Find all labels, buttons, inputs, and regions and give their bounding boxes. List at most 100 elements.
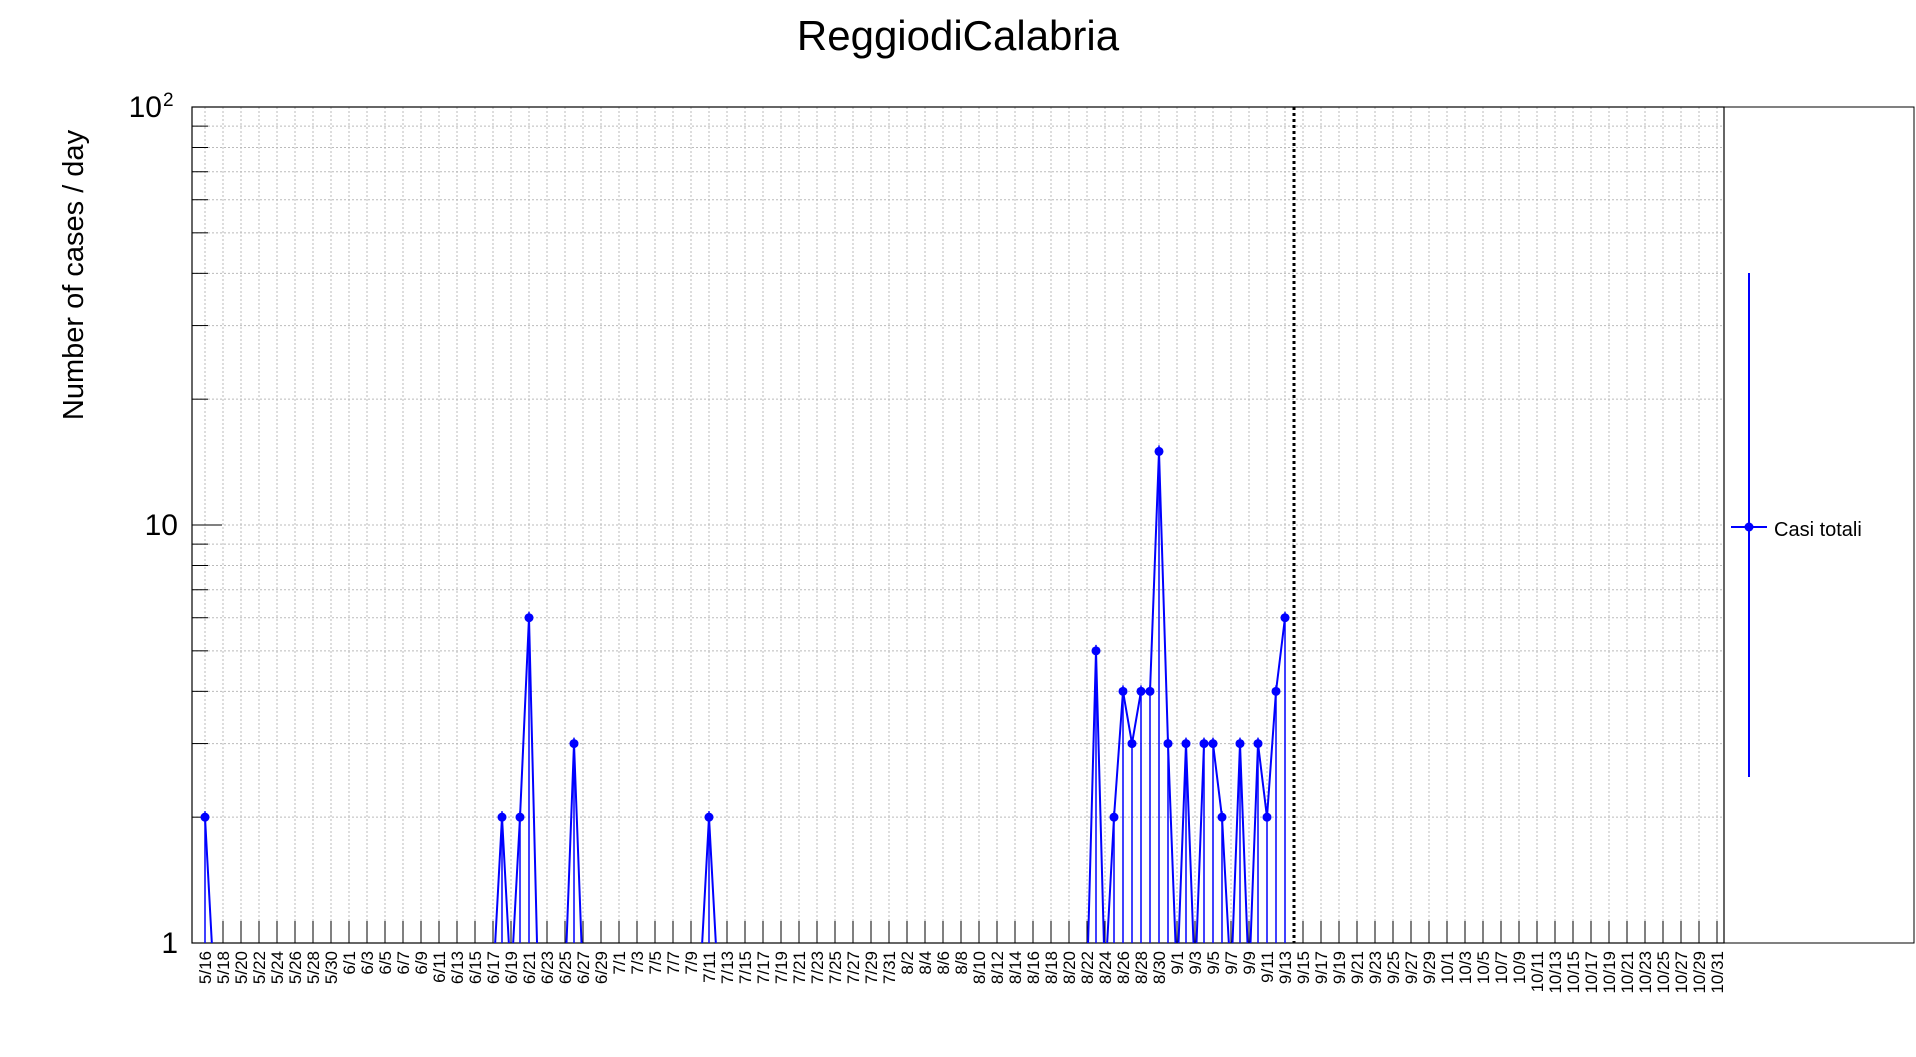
x-tick-label: 5/18 — [214, 951, 233, 984]
data-point — [1109, 812, 1119, 822]
x-tick-label: 7/31 — [880, 951, 899, 984]
x-tick-label: 9/9 — [1240, 951, 1259, 975]
data-point — [1208, 739, 1218, 749]
data-point — [200, 812, 210, 822]
x-tick-label: 10/27 — [1672, 951, 1691, 994]
x-tick-label: 10/11 — [1528, 951, 1547, 992]
y-tick-label: 1 — [161, 927, 178, 960]
x-tick-label: 8/14 — [1006, 951, 1025, 984]
x-tick-label: 6/21 — [520, 951, 539, 984]
x-tick-label: 9/15 — [1294, 951, 1313, 984]
x-tick-label: 6/5 — [376, 951, 395, 975]
x-tick-label: 6/3 — [358, 951, 377, 975]
y-axis-label: Number of cases / day — [58, 129, 90, 420]
x-tick-label: 7/3 — [628, 951, 647, 975]
x-tick-label: 5/24 — [268, 951, 287, 984]
x-tick-label: 6/29 — [592, 951, 611, 984]
data-point — [1280, 613, 1290, 623]
x-tick-label: 10/7 — [1492, 951, 1511, 984]
x-tick-label: 6/15 — [466, 951, 485, 984]
x-tick-label: 10/9 — [1510, 951, 1529, 984]
x-tick-label: 5/20 — [232, 951, 251, 984]
data-point — [1271, 686, 1281, 696]
x-tick-label: 9/3 — [1186, 951, 1205, 975]
x-tick-label: 9/13 — [1276, 951, 1295, 984]
y-tick-label: 10 — [145, 509, 178, 542]
x-tick-label: 6/25 — [556, 951, 575, 984]
x-tick-label: 7/1 — [610, 951, 629, 975]
x-tick-label: 7/7 — [664, 951, 683, 975]
x-tick-label: 7/13 — [718, 951, 737, 984]
legend: Casi totali — [1723, 106, 1915, 944]
legend-marker — [1744, 522, 1754, 532]
data-point — [1154, 446, 1164, 456]
chart-title: ReggiodiCalabria — [797, 12, 1120, 59]
x-tick-label: 6/13 — [448, 951, 467, 984]
x-tick-label: 9/7 — [1222, 951, 1241, 975]
x-tick-label: 5/26 — [286, 951, 305, 984]
x-tick-label: 9/17 — [1312, 951, 1331, 984]
x-tick-label: 7/9 — [682, 951, 701, 975]
data-point — [497, 812, 507, 822]
x-tick-label: 9/25 — [1384, 951, 1403, 984]
x-tick-label: 8/2 — [898, 951, 917, 975]
data-point — [1235, 739, 1245, 749]
data-point — [515, 812, 525, 822]
x-tick-label: 7/5 — [646, 951, 665, 975]
x-tick-label: 6/23 — [538, 951, 557, 984]
x-tick-label: 8/28 — [1132, 951, 1151, 984]
x-tick-label: 8/12 — [988, 951, 1007, 984]
x-tick-label: 7/19 — [772, 951, 791, 984]
x-tick-label: 5/22 — [250, 951, 269, 984]
x-tick-label: 9/27 — [1402, 951, 1421, 984]
data-point — [1145, 686, 1155, 696]
x-tick-label: 5/16 — [196, 951, 215, 984]
x-tick-label: 9/23 — [1366, 951, 1385, 984]
x-tick-label: 8/20 — [1060, 951, 1079, 984]
x-tick-label: 6/17 — [484, 951, 503, 984]
x-tick-label: 7/27 — [844, 951, 863, 984]
x-tick-label: 10/3 — [1456, 951, 1475, 984]
x-tick-label: 10/31 — [1708, 951, 1727, 994]
x-tick-label: 10/19 — [1600, 951, 1619, 994]
x-tick-label: 8/10 — [970, 951, 989, 984]
x-axis-ticks: 5/16 5/18 5/20 5/22 5/24 5/26 5/28 5/30 6/1 6/3 6/… — [196, 921, 1727, 994]
data-point — [1118, 686, 1128, 696]
data-point — [1217, 812, 1227, 822]
data-point — [1262, 812, 1272, 822]
x-tick-label: 8/4 — [916, 951, 935, 975]
x-tick-label: 8/24 — [1096, 951, 1115, 984]
x-tick-label: 8/30 — [1150, 951, 1169, 984]
x-tick-label: 8/18 — [1042, 951, 1061, 984]
x-tick-label: 10/1 — [1438, 951, 1457, 984]
data-point — [1181, 739, 1191, 749]
x-tick-label: 7/15 — [736, 951, 755, 984]
data-point — [1163, 739, 1173, 749]
x-tick-label: 10/29 — [1690, 951, 1709, 994]
x-tick-label: 7/11 — [700, 951, 719, 983]
x-tick-label: 10/25 — [1654, 951, 1673, 994]
x-tick-label: 9/21 — [1348, 951, 1367, 984]
x-tick-label: 9/29 — [1420, 951, 1439, 984]
x-tick-label: 10/23 — [1636, 951, 1655, 994]
y-tick-label: 10 — [129, 91, 162, 124]
x-tick-label: 6/11 — [430, 951, 449, 983]
x-tick-label: 6/19 — [502, 951, 521, 984]
data-point — [1136, 686, 1146, 696]
x-tick-label: 10/21 — [1618, 951, 1637, 994]
x-tick-label: 9/19 — [1330, 951, 1349, 984]
data-point — [1199, 739, 1209, 749]
x-tick-label: 8/16 — [1024, 951, 1043, 984]
x-tick-label: 6/9 — [412, 951, 431, 975]
x-tick-label: 10/17 — [1582, 951, 1601, 994]
x-tick-label: 5/28 — [304, 951, 323, 984]
data-point — [1091, 646, 1101, 656]
x-tick-label: 9/11 — [1258, 951, 1277, 983]
x-tick-label: 6/27 — [574, 951, 593, 984]
x-tick-label: 7/25 — [826, 951, 845, 984]
data-point — [1253, 739, 1263, 749]
x-tick-label: 8/22 — [1078, 951, 1097, 984]
